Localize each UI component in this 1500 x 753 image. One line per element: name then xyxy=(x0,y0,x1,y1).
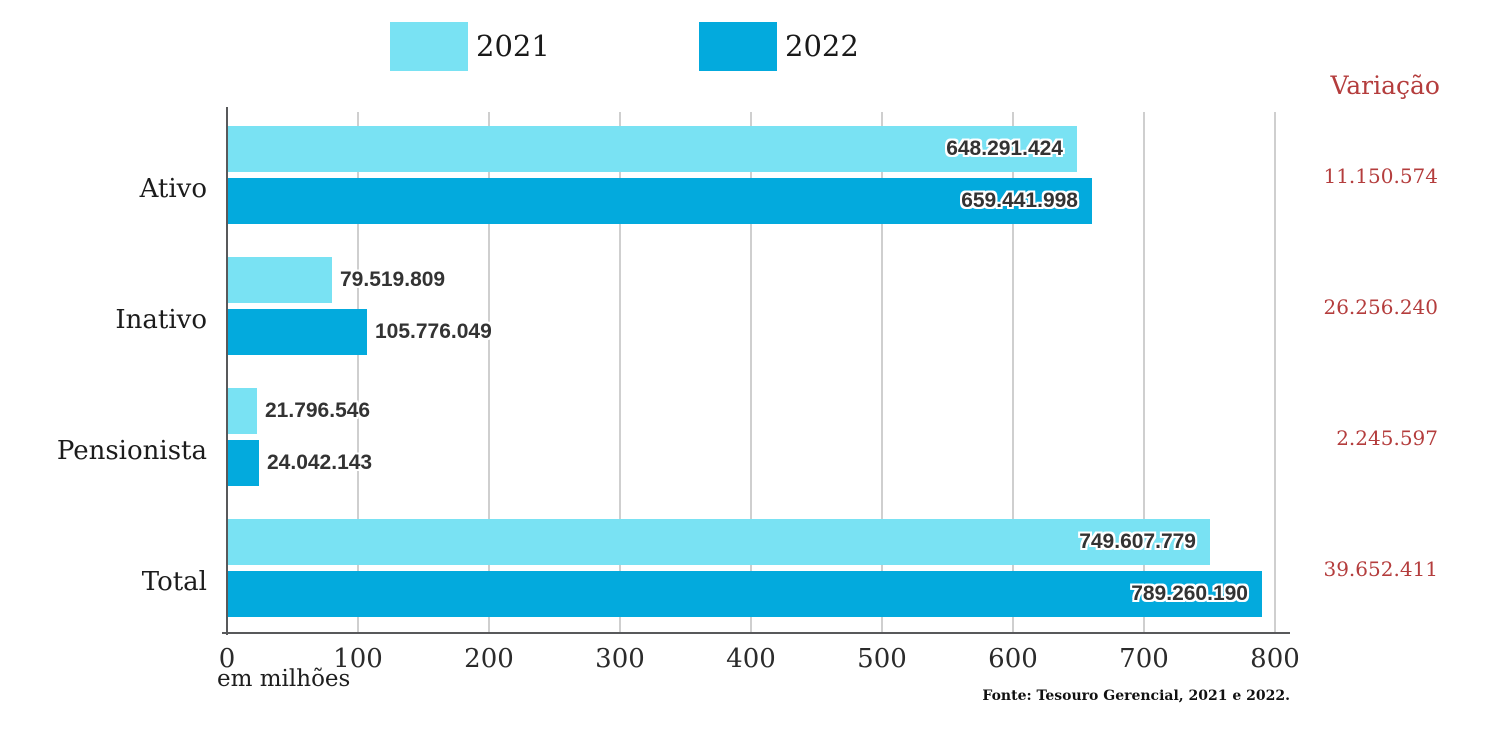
variacao-column-title: Variação xyxy=(1330,71,1440,100)
bar-value-label-total-2021: 749.607.779 xyxy=(1079,530,1196,553)
legend-label-2021: 2021 xyxy=(476,29,550,63)
gridline-600 xyxy=(1012,112,1014,633)
category-label-pensionista: Pensionista xyxy=(56,436,207,466)
x-tick-label-700: 700 xyxy=(1119,644,1169,674)
gridline-700 xyxy=(1143,112,1145,633)
gridline-500 xyxy=(881,112,883,633)
x-axis-line xyxy=(222,632,1290,634)
variacao-value-ativo: 11.150.574 xyxy=(1323,164,1438,188)
x-tick-label-600: 600 xyxy=(988,644,1038,674)
x-tick-label-200: 200 xyxy=(464,644,514,674)
bar-value-label-inativo-2021: 79.519.809 xyxy=(340,268,446,291)
bar-pensionista-2021 xyxy=(228,388,257,434)
gridline-400 xyxy=(750,112,752,633)
y-axis-line xyxy=(226,107,228,635)
category-label-inativo: Inativo xyxy=(115,305,207,335)
bar-total-2021 xyxy=(228,519,1210,565)
gridline-100 xyxy=(357,112,359,633)
bar-value-label-inativo-2022: 105.776.049 xyxy=(375,320,492,343)
bar-value-label-ativo-2022: 659.441.998 xyxy=(961,189,1078,212)
bar-pensionista-2022 xyxy=(228,440,259,486)
category-label-ativo: Ativo xyxy=(139,174,207,204)
x-tick-label-0: 0 xyxy=(218,644,236,674)
bar-value-label-ativo-2021: 648.291.424 xyxy=(946,137,1063,160)
x-tick-label-300: 300 xyxy=(595,644,645,674)
gridline-300 xyxy=(619,112,621,633)
bar-value-label-pensionista-2022: 24.042.143 xyxy=(267,451,373,474)
bar-ativo-2021 xyxy=(228,126,1077,172)
bar-inativo-2022 xyxy=(228,309,367,355)
variacao-value-total: 39.652.411 xyxy=(1323,557,1438,581)
bar-total-2022 xyxy=(228,571,1262,617)
bar-value-label-total-2022: 789.260.190 xyxy=(1131,582,1248,605)
variacao-value-inativo: 26.256.240 xyxy=(1323,295,1438,319)
variacao-value-pensionista: 2.245.597 xyxy=(1336,426,1438,450)
legend-label-2022: 2022 xyxy=(785,29,859,63)
category-label-total: Total xyxy=(141,567,207,597)
bar-value-label-pensionista-2021: 21.796.546 xyxy=(265,399,371,422)
legend-swatch-2022 xyxy=(699,22,777,71)
axis-unit-note: em milhões xyxy=(217,666,351,692)
gridline-200 xyxy=(488,112,490,633)
bar-ativo-2022 xyxy=(228,178,1092,224)
x-tick-label-800: 800 xyxy=(1250,644,1300,674)
gridline-800 xyxy=(1274,112,1276,633)
x-tick-label-500: 500 xyxy=(857,644,907,674)
source-note: Fonte: Tesouro Gerencial, 2021 e 2022. xyxy=(982,688,1290,704)
x-tick-label-100: 100 xyxy=(333,644,383,674)
legend-swatch-2021 xyxy=(390,22,468,71)
x-tick-label-400: 400 xyxy=(726,644,776,674)
bar-inativo-2021 xyxy=(228,257,332,303)
